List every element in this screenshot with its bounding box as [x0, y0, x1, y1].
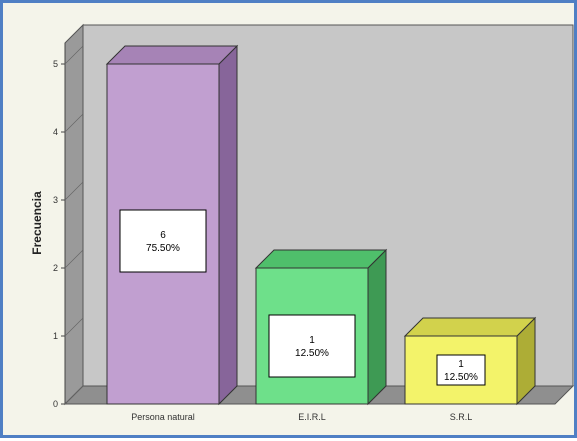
y-tick-wall-line: [64, 249, 84, 269]
bar-side-face: [218, 44, 238, 406]
data-labels-group: 6 75.50% 1 12.50% 1 12.50%: [119, 209, 486, 386]
data-label-count: 1: [458, 359, 464, 370]
data-label-count: 6: [160, 230, 166, 241]
bar-top-face: [105, 45, 239, 65]
chart-side-wall: [64, 23, 84, 406]
y-tick-label: 4: [53, 127, 58, 137]
data-label-percent: 12.50%: [444, 372, 478, 383]
category-labels-group: Persona natural E.I.R.L S.R.L: [131, 412, 472, 422]
y-tick-wall-line: [64, 385, 84, 405]
bar-top-face: [254, 249, 388, 269]
y-axis-label: Frecuencia: [30, 191, 44, 255]
bar-chart: 0 1 2 3 4 5 6 75.50% 1 12.50% 1 12.50% Persona nat…: [30, 23, 575, 422]
y-tick-wall-line: [64, 45, 84, 65]
y-tick-wall-line: [64, 317, 84, 337]
y-tick-wall-line: [64, 181, 84, 201]
y-tick-label: 5: [53, 59, 58, 69]
y-axis-ticks: 0 1 2 3 4 5: [53, 45, 84, 409]
y-tick-label: 1: [53, 331, 58, 341]
y-tick-label: 2: [53, 263, 58, 273]
data-label-percent: 12.50%: [295, 348, 329, 359]
category-label: S.R.L: [450, 412, 473, 422]
y-tick-label: 0: [53, 399, 58, 409]
data-label-box: [268, 314, 356, 378]
y-tick-wall-line: [64, 113, 84, 133]
data-label-box: [119, 209, 207, 273]
category-label: Persona natural: [131, 412, 195, 422]
category-label: E.I.R.L: [298, 412, 326, 422]
data-label-count: 1: [309, 335, 315, 346]
y-tick-label: 3: [53, 195, 58, 205]
data-label-percent: 75.50%: [146, 243, 180, 254]
bar-top-face: [403, 317, 537, 337]
bar-side-face: [367, 248, 387, 406]
data-label-box: [436, 354, 486, 386]
